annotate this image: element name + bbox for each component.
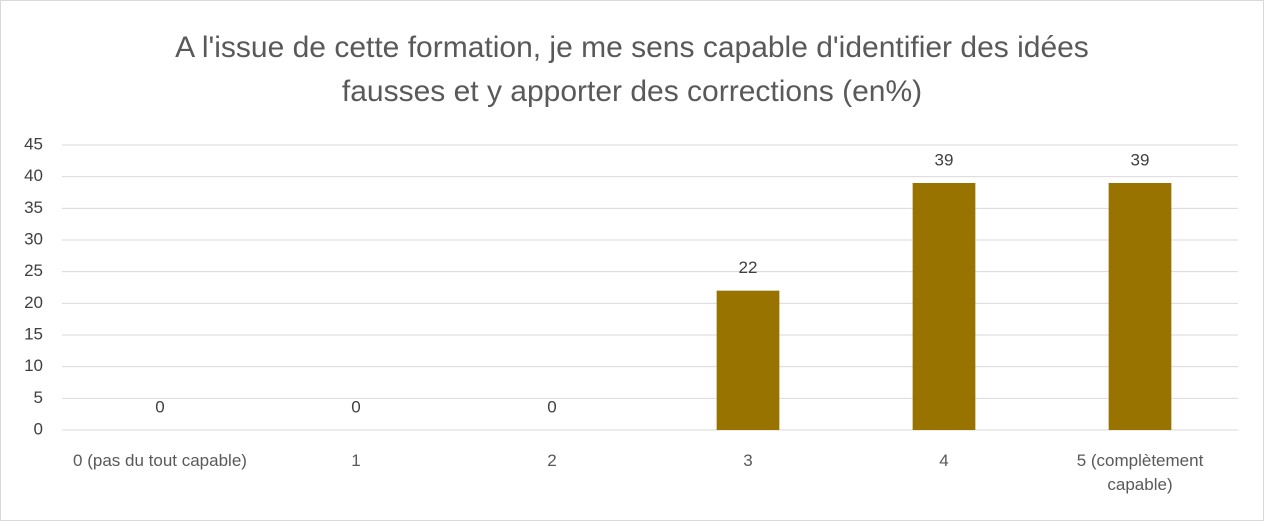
x-tick-label: 2: [547, 451, 557, 470]
y-tick-label: 30: [24, 229, 43, 248]
y-tick-label: 45: [24, 134, 43, 153]
bar: [716, 290, 780, 430]
data-label: 0: [155, 397, 164, 416]
chart-title: A l'issue de cette formation, je me sens…: [175, 31, 1089, 108]
y-tick-label: 20: [24, 293, 43, 312]
x-tick-label: 5 (complètement capable): [1076, 451, 1204, 494]
data-label: 39: [1131, 150, 1150, 169]
x-tick-label: 4: [939, 451, 949, 470]
bar: [912, 183, 976, 430]
data-label: 39: [935, 150, 954, 169]
y-tick-label: 5: [34, 388, 43, 407]
y-tick-label: 40: [24, 166, 43, 185]
data-label: 0: [547, 397, 556, 416]
y-tick-label: 0: [34, 419, 43, 438]
data-label: 22: [739, 258, 758, 277]
y-tick-label: 35: [24, 198, 43, 217]
y-tick-label: 25: [24, 261, 43, 280]
x-tick-label: 1: [351, 451, 361, 470]
x-tick-label: 3: [743, 451, 753, 470]
data-label: 0: [351, 397, 360, 416]
x-tick-label: 0 (pas du tout capable): [73, 451, 247, 470]
y-tick-label: 10: [24, 356, 43, 375]
bar: [1108, 183, 1172, 430]
y-tick-label: 15: [24, 324, 43, 343]
